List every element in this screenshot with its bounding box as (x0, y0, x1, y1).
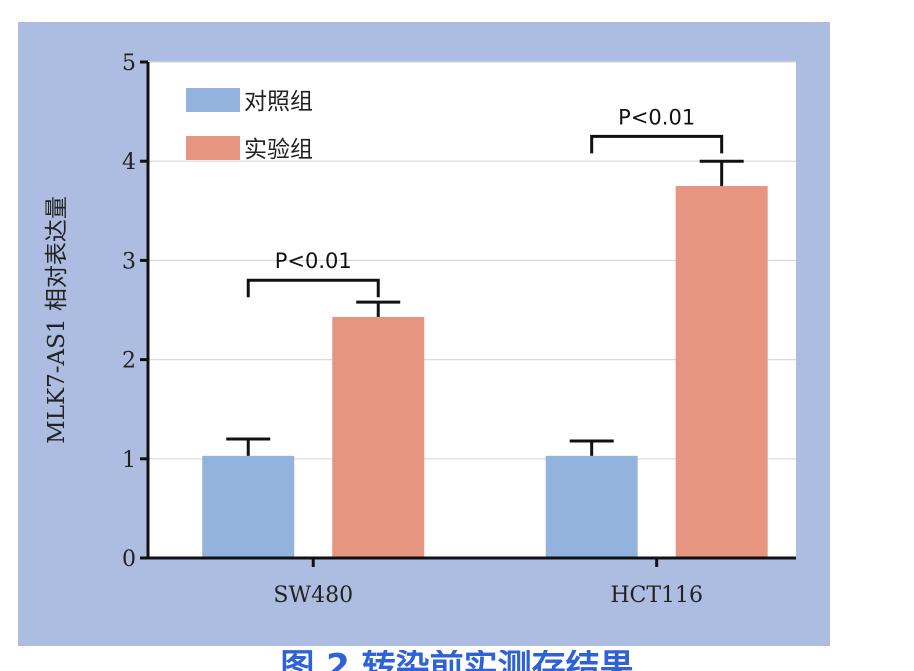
legend-swatch-series-2 (186, 136, 240, 160)
bar-sw480-series-2 (332, 316, 425, 558)
significance-annotations: P<0.01 P<0.01 (246, 105, 724, 298)
x-tick-label: HCT116 (610, 583, 703, 608)
legend-label-series-2: 实验组 (244, 137, 313, 163)
tick-labels: 0 1 2 3 4 5 SW480 HCT116 (122, 51, 703, 608)
error-bars (226, 159, 744, 456)
bar-sw480-series-1 (202, 455, 295, 558)
legend-label-series-1: 对照组 (244, 89, 313, 115)
legend-swatch-series-1 (186, 88, 240, 112)
axes (140, 60, 796, 567)
y-tick-label: 2 (122, 349, 136, 374)
y-axis-title: MLK7-AS1 相对表达量 (44, 196, 70, 444)
p-value-label: P<0.01 (618, 105, 695, 129)
significance-bracket (590, 134, 724, 154)
x-tick-label: SW480 (273, 583, 353, 608)
p-value-label: P<0.01 (275, 249, 352, 273)
bar-hct116-series-2 (675, 186, 768, 558)
y-tick-label: 1 (122, 448, 136, 473)
figure-panel: 0 1 2 3 4 5 SW480 HCT116 P<0.01 P<0.01 对照组实验组 ML… (18, 22, 830, 646)
significance-bracket (246, 278, 380, 298)
y-tick-label: 0 (122, 547, 136, 572)
y-tick-label: 5 (122, 51, 136, 76)
caption-text: 图 2 转染前实测存结果 (280, 650, 634, 671)
bars (202, 186, 768, 558)
y-tick-label: 3 (122, 249, 136, 274)
y-tick-label: 4 (122, 150, 136, 175)
figure-caption: 图 2 转染前实测存结果 (0, 650, 914, 671)
bar-hct116-series-1 (545, 455, 638, 558)
